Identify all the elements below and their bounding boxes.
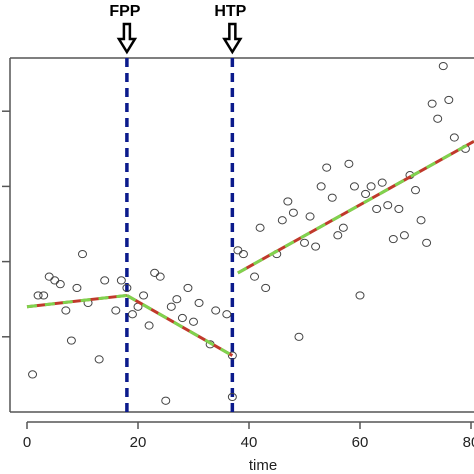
fit-line-red [26, 293, 128, 309]
data-point [55, 280, 65, 289]
data-point [222, 310, 232, 319]
x-tick-label: 40 [241, 434, 258, 451]
x-tick-label: 20 [130, 434, 147, 451]
data-point [116, 276, 126, 285]
marker-label-fpp: FPP [109, 3, 140, 20]
data-point [355, 291, 365, 300]
data-point [50, 276, 60, 285]
data-point [189, 317, 198, 326]
data-point [150, 268, 160, 277]
data-point [155, 272, 165, 281]
data-point [427, 99, 437, 108]
x-tick-label: 60 [352, 434, 369, 451]
data-point [288, 208, 298, 217]
data-point [261, 283, 271, 293]
data-point [322, 163, 332, 172]
data-point [399, 231, 409, 240]
data-point [411, 186, 420, 195]
data-point [327, 193, 337, 202]
data-point [211, 306, 221, 315]
data-point [144, 321, 154, 330]
data-point [344, 159, 354, 168]
data-point [372, 204, 382, 214]
data-point [183, 283, 193, 293]
data-point [227, 351, 237, 360]
data-point [316, 182, 326, 191]
data-point [277, 216, 287, 225]
data-point [172, 295, 182, 304]
x-axis-title: time [249, 457, 277, 474]
data-point [433, 114, 443, 123]
data-point [255, 223, 265, 232]
data-point [161, 396, 171, 405]
data-point [300, 238, 309, 247]
data-point [333, 231, 343, 240]
data-point [416, 216, 426, 225]
data-point [438, 61, 448, 71]
data-point [338, 223, 348, 232]
data-point [177, 313, 187, 323]
fit-line-green [237, 139, 474, 275]
data-point [127, 310, 137, 319]
data-point [311, 242, 321, 251]
data-point [422, 238, 432, 247]
data-point [66, 336, 76, 345]
data-point [444, 95, 454, 105]
data-point [294, 332, 304, 341]
data-point [394, 204, 404, 214]
data-point [122, 283, 132, 293]
data-point [361, 189, 371, 199]
fit-line-green [126, 294, 234, 357]
data-point [227, 392, 237, 402]
x-tick-label: 80 [463, 434, 474, 451]
data-point [72, 283, 82, 293]
x-tick-label: 0 [23, 434, 31, 451]
data-point [366, 182, 376, 191]
data-point [166, 302, 176, 311]
data-point [111, 306, 121, 315]
data-point [39, 291, 49, 300]
data-point [61, 306, 71, 315]
data-point [33, 291, 43, 300]
data-point [449, 133, 459, 142]
data-point [388, 234, 398, 244]
down-arrow-icon [116, 22, 138, 55]
data-point [283, 197, 293, 206]
data-point [100, 276, 110, 285]
marker-label-htp: HTP [214, 3, 246, 20]
data-point [139, 291, 149, 300]
data-point [305, 212, 315, 221]
data-point [233, 246, 243, 255]
data-point [78, 249, 87, 259]
data-point [28, 370, 38, 379]
data-point [194, 298, 204, 308]
data-point [349, 182, 359, 191]
data-point [377, 178, 387, 187]
data-point [383, 201, 393, 210]
data-point [94, 355, 104, 364]
data-point [238, 249, 248, 259]
data-point [44, 272, 54, 281]
data-point [250, 272, 260, 281]
down-arrow-icon [222, 22, 243, 55]
